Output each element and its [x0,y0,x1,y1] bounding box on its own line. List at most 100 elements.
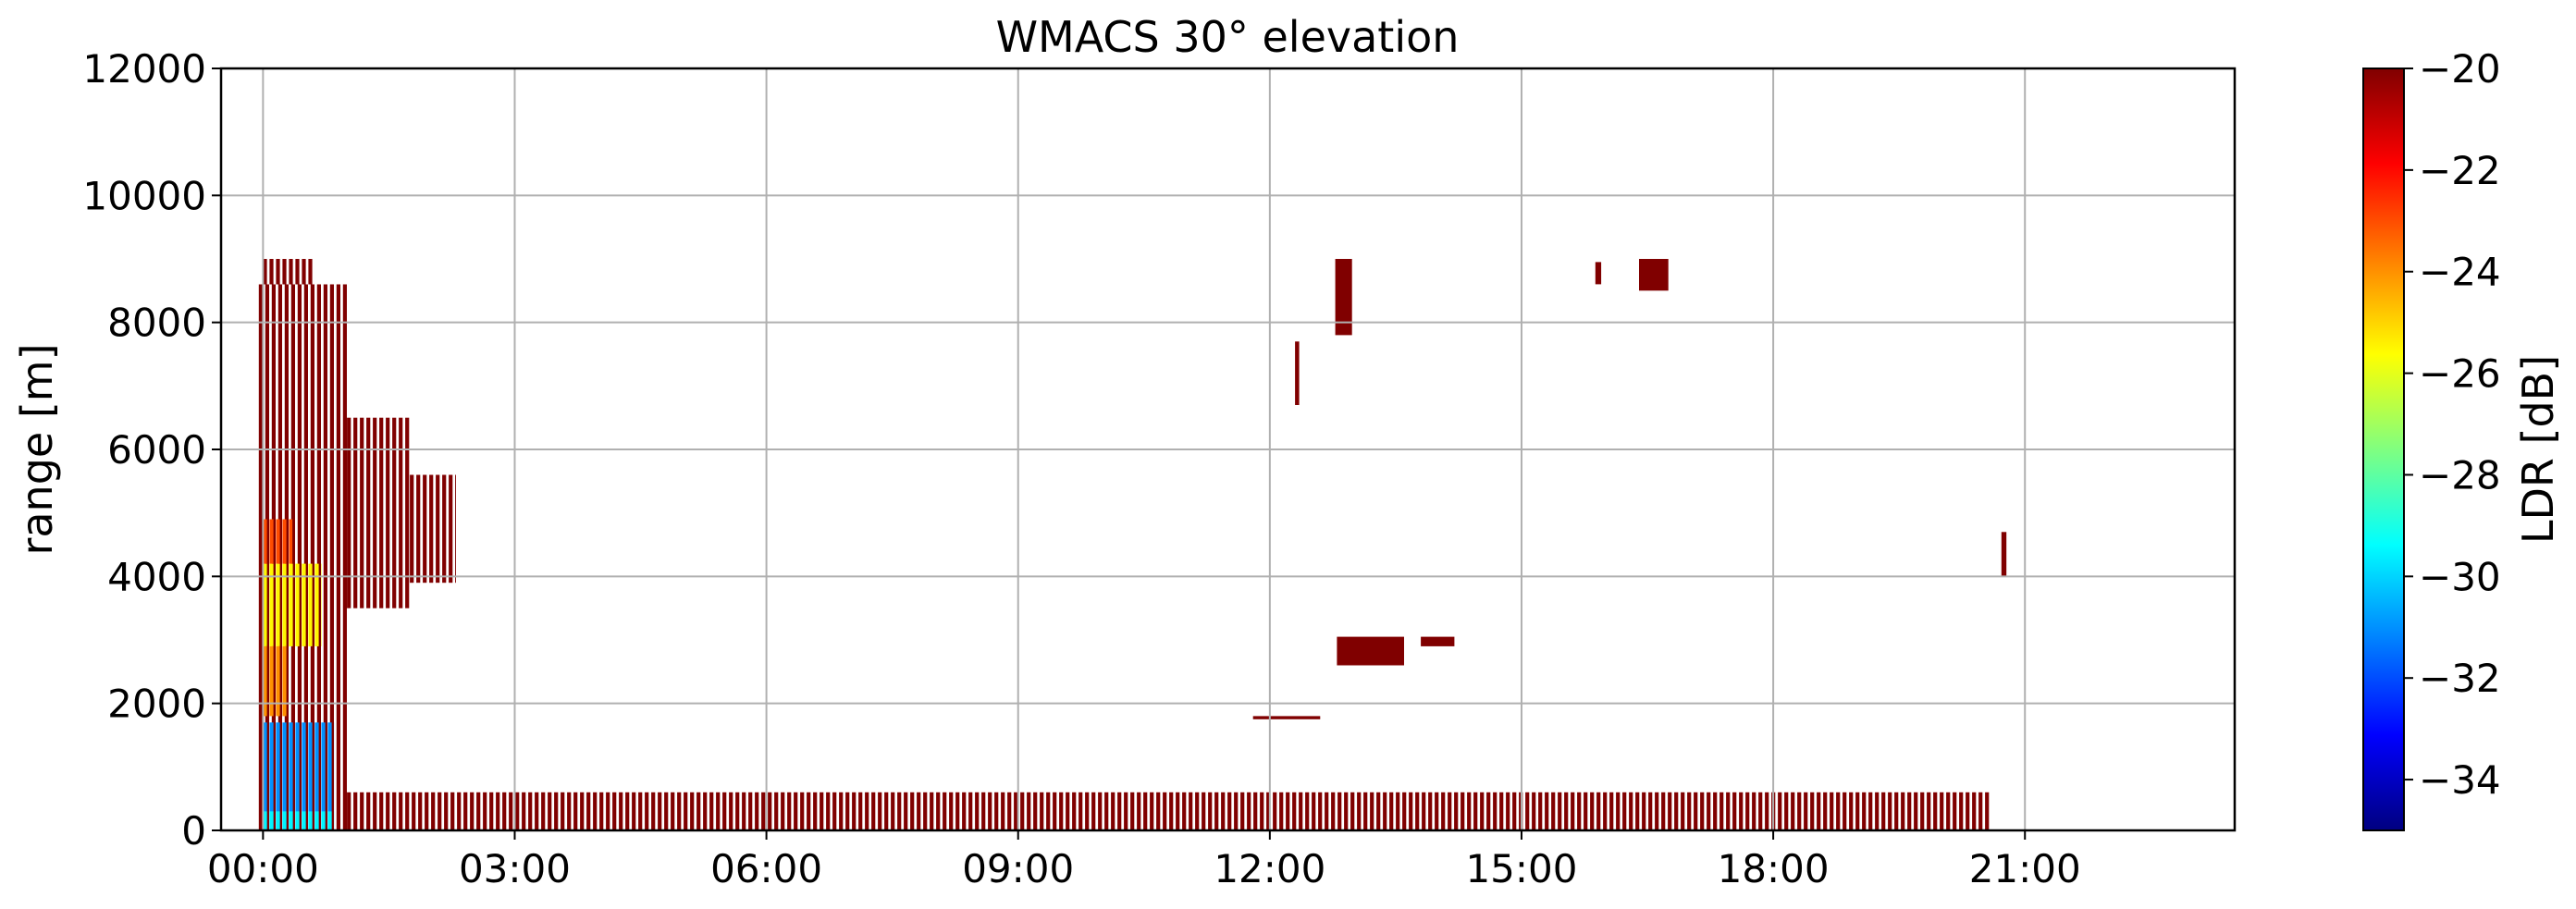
ldr-column [1700,792,1705,830]
ldr-column [1202,792,1206,830]
ldr-region-early-cloud-fringe [410,474,456,583]
y-tick-label: 10000 [82,173,206,218]
ldr-patch [1639,259,1669,291]
ldr-column [284,284,289,830]
ldr-column [1176,792,1180,830]
ldr-region-mid-layer-lower [263,645,287,717]
ldr-column [282,259,287,285]
ldr-column [455,474,456,583]
ldr-column [1480,792,1485,830]
ldr-column [276,722,280,830]
ldr-patch [1337,636,1404,666]
y-axis: 0 2000 4000 6000 8000 10000 12000 [82,46,221,854]
colorbar-tick-label: −28 [2419,452,2501,497]
grid-lines [221,68,2235,831]
ldr-column [1752,792,1756,830]
ldr-column [1260,792,1264,830]
ldr-column [1325,792,1329,830]
ldr-column [314,811,319,830]
ldr-column [1214,792,1219,830]
x-tick-label: 00:00 [207,846,319,891]
ldr-column [386,417,390,608]
ldr-column [276,519,280,564]
ldr-column [1020,792,1025,830]
ldr-column [528,792,533,830]
ldr-column [703,792,708,830]
ldr-column [405,417,410,608]
ldr-column [1461,792,1465,830]
ldr-column [606,792,610,830]
ldr-column [981,792,986,830]
ldr-column [1584,792,1588,830]
ldr-column [561,792,565,830]
ldr-column [1001,792,1005,830]
ldr-column [735,792,740,830]
ldr-column [1596,792,1601,830]
ldr-column [535,792,539,830]
ldr-column [1894,792,1899,830]
ldr-column [1532,792,1536,830]
ldr-column [1208,792,1213,830]
y-tick-label: 2000 [107,682,206,727]
ldr-column [1422,792,1426,830]
ldr-column [276,259,280,285]
ldr-patch [1595,262,1602,285]
ldr-column [774,792,779,830]
colorbar [2362,68,2405,831]
ldr-column [1810,792,1815,830]
ldr-column [496,792,500,830]
ldr-column [442,474,447,583]
ldr-column [1959,792,1964,830]
ldr-column [936,792,941,830]
ldr-column [632,792,636,830]
ldr-column [269,259,274,285]
ldr-column [1286,792,1290,830]
ldr-column [399,417,403,608]
ldr-column [619,792,623,830]
ldr-column [1655,792,1659,830]
ldr-column [593,792,598,830]
ldr-column [949,792,954,830]
x-tick-label: 06:00 [710,846,822,891]
ldr-column [904,792,908,830]
ldr-column [684,792,688,830]
colorbar-ticks: −20 −22 −24 −26 −28 −30 −32 −34 [2404,46,2501,803]
ldr-column [658,792,662,830]
ldr-column [1739,792,1744,830]
ldr-column [884,792,889,830]
ldr-column [431,792,436,830]
ldr-column [891,792,895,830]
ldr-region-high-cloud-1230 [1335,259,1352,336]
ldr-column [826,792,831,830]
ldr-column [360,792,364,830]
ldr-column [423,474,427,583]
ldr-column [1279,792,1284,830]
ldr-column [289,563,293,646]
ldr-column [1292,792,1297,830]
ldr-column [1694,792,1698,830]
ldr-column [1545,792,1549,830]
ldr-column [265,284,269,830]
colorbar-tick-label: −20 [2419,46,2501,92]
x-tick-label: 03:00 [459,846,571,891]
ldr-patch [1295,341,1300,405]
ldr-column [263,519,267,564]
ldr-column [1117,792,1122,830]
ldr-region-boundary-layer [347,792,1990,830]
ldr-column [321,811,326,830]
ldr-patch [1335,259,1352,336]
ldr-column [436,474,440,583]
colorbar-tick-label: −26 [2419,351,2501,397]
ldr-column [502,792,507,830]
ldr-column [269,811,274,830]
ldr-column [1940,792,1944,830]
ldr-column [1389,792,1394,830]
ldr-column [271,284,276,830]
ldr-column [303,284,308,830]
ldr-column [1577,792,1582,830]
ldr-column [962,792,967,830]
ldr-region-early-cloud-main [258,284,347,830]
ldr-column [930,792,934,830]
ldr-column [1817,792,1821,830]
ldr-column [392,792,397,830]
